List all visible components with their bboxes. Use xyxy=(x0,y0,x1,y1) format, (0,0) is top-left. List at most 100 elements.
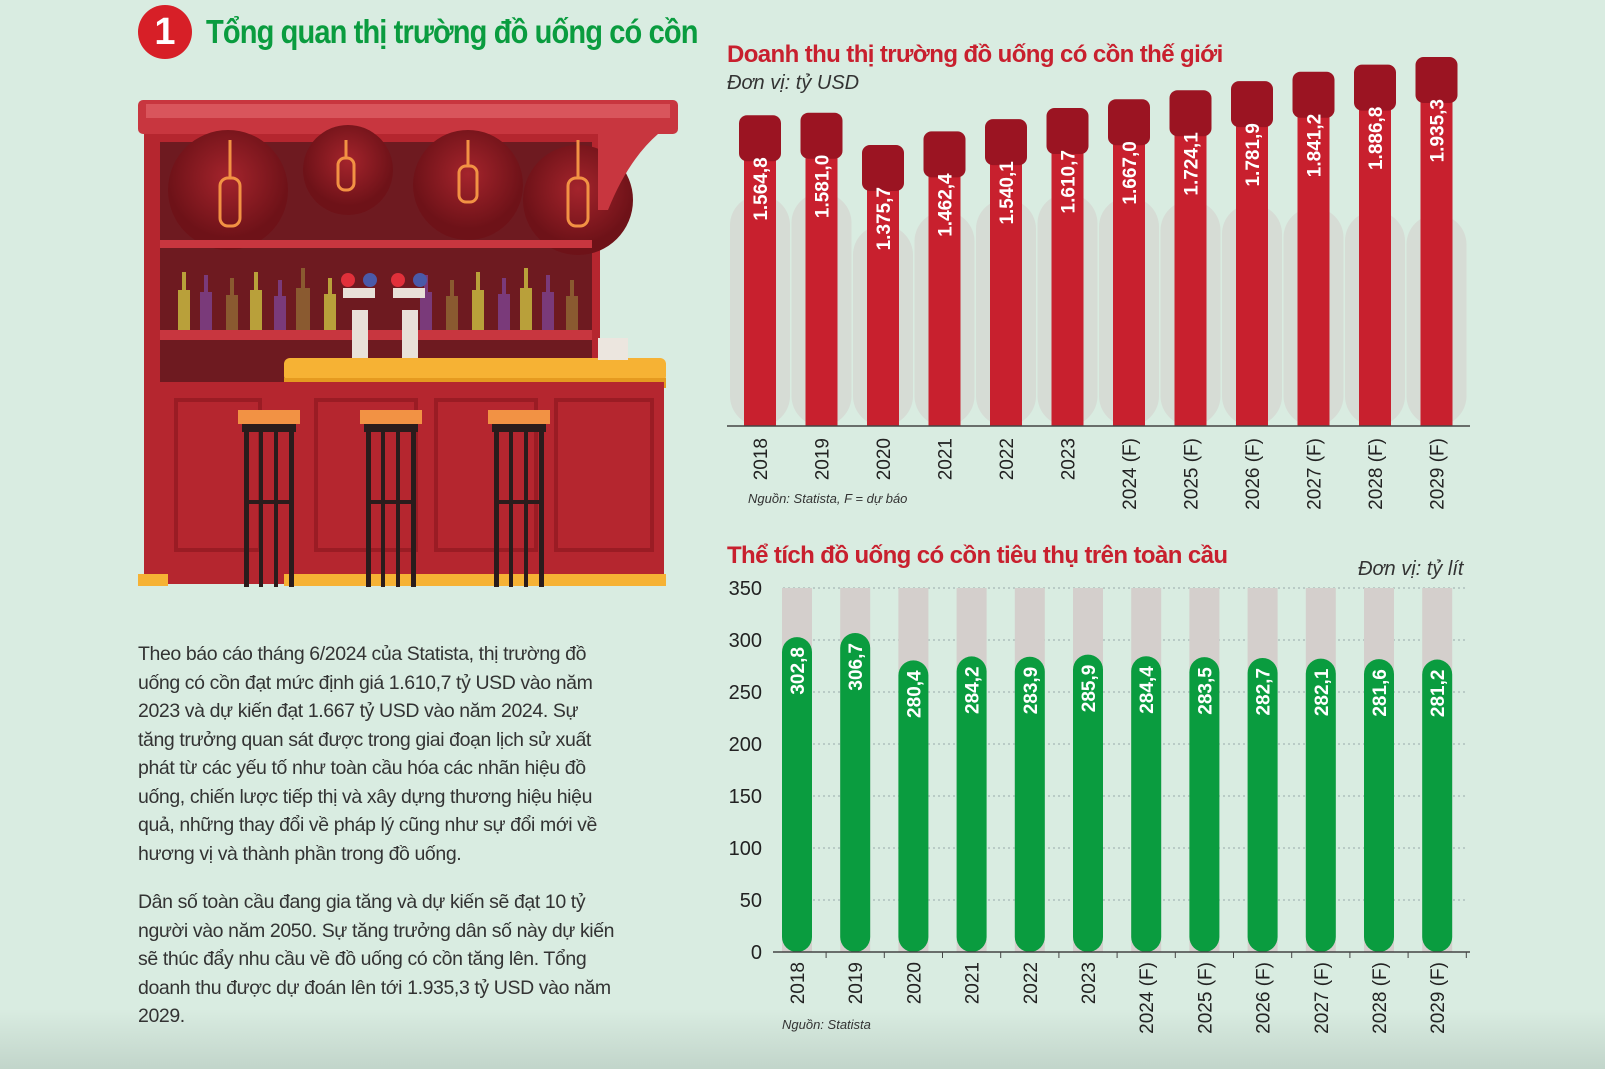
chart2-y-tick-label: 200 xyxy=(729,734,762,756)
chart2-value-label: 284,4 xyxy=(1137,666,1158,714)
chart1-category-label: 2028 (F) xyxy=(1366,438,1387,510)
chart2-bar xyxy=(898,660,929,952)
chart2-y-tick-label: 100 xyxy=(729,838,762,860)
chart2-bar-track xyxy=(1422,588,1453,952)
chart2-bar xyxy=(782,637,812,952)
chart1-bar-cap xyxy=(1415,57,1458,103)
chart2-bar xyxy=(956,656,987,952)
chart1-bar-shadow xyxy=(1160,200,1221,426)
chart1-value-label: 1.935,3 xyxy=(1428,99,1449,162)
chart2-y-tick-label: 0 xyxy=(751,942,762,964)
chart1-bar xyxy=(1359,94,1391,426)
chart2-value-label: 281,2 xyxy=(1428,670,1449,718)
chart1-bar xyxy=(990,149,1022,426)
chart2-bar xyxy=(1073,654,1103,952)
chart1-bar-shadow xyxy=(1345,211,1405,426)
chart1-category-label: 2029 (F) xyxy=(1428,438,1449,510)
bottom-shade xyxy=(0,1009,1605,1069)
chart1-category-label: 2022 xyxy=(997,438,1018,480)
chart2-y-tick-label: 300 xyxy=(729,630,762,652)
chart1-value-label: 1.564,8 xyxy=(751,157,772,220)
chart2-value-label: 302,8 xyxy=(788,647,809,695)
chart1-bar-cap xyxy=(1046,108,1089,155)
chart2-bar xyxy=(1247,657,1278,952)
chart1-value-label: 1.886,8 xyxy=(1366,107,1387,170)
chart1-bar-shadow xyxy=(1283,207,1344,426)
chart2-bar-track xyxy=(956,588,987,952)
chart1-bar xyxy=(928,161,961,427)
chart2-source: Nguồn: Statista xyxy=(782,1017,871,1032)
chart1-bar-shadow xyxy=(730,195,790,426)
chart2-value-label: 280,4 xyxy=(904,670,925,718)
section-heading: 1 Tổng quan thị trường đồ uống có cồn xyxy=(138,4,765,60)
lamp-icon xyxy=(218,140,590,228)
chart2-category-label: 2018 xyxy=(788,962,809,1004)
chart1-bar-shadow xyxy=(1099,197,1159,426)
chart2-title: Thể tích đồ uống có cồn tiêu thụ trên to… xyxy=(727,542,1228,569)
chart1-category-label: 2025 (F) xyxy=(1182,438,1203,510)
chart2-bar-track xyxy=(840,588,871,952)
chart1-category-label: 2020 xyxy=(874,438,895,480)
chart2-bar-track xyxy=(782,588,812,952)
chart1-bar-shadow xyxy=(791,192,852,426)
chart1-value-label: 1.462,4 xyxy=(936,173,957,237)
chart1-bar xyxy=(1297,101,1330,426)
chart2-y-tick-label: 150 xyxy=(729,786,762,808)
chart1-bar-cap xyxy=(1292,71,1335,118)
chart1-value-label: 1.581,0 xyxy=(813,155,834,218)
chart1-bar-cap xyxy=(1231,81,1273,128)
chart2-bar-track xyxy=(1189,588,1220,952)
chart1-category-label: 2019 xyxy=(813,438,834,480)
chart1-bar-shadow xyxy=(914,211,975,426)
chart1-value-label: 1.610,7 xyxy=(1059,150,1080,213)
chart1-bar xyxy=(1420,87,1453,426)
chart2-bar xyxy=(840,633,871,952)
chart1-bar xyxy=(867,175,899,426)
beer-tap-icon xyxy=(341,273,427,360)
chart1-value-label: 1.841,2 xyxy=(1305,114,1326,177)
bottles-icon xyxy=(178,268,578,330)
chart1-category-label: 2021 xyxy=(936,438,957,480)
chart2-value-label: 282,1 xyxy=(1312,668,1333,716)
chart1-bar xyxy=(1236,111,1268,426)
section-title: Tổng quan thị trường đồ uống có cồn xyxy=(206,13,698,50)
chart1-value-label: 1.667,0 xyxy=(1120,141,1141,204)
chart1-bar xyxy=(805,142,838,426)
chart1-bar-cap xyxy=(1169,90,1212,137)
chart2-bar xyxy=(1364,659,1394,952)
chart2-bar-track xyxy=(898,588,929,952)
chart2-value-label: 282,7 xyxy=(1254,668,1275,716)
chart1-bar-cap xyxy=(1354,64,1396,111)
chart2-bar xyxy=(1131,656,1162,952)
chart2-category-label: 2023 xyxy=(1079,962,1100,1004)
chart1-bar-cap xyxy=(923,131,966,178)
chart2-bar-track xyxy=(1073,588,1103,952)
chart2-value-label: 284,2 xyxy=(963,666,984,714)
chart2-bar xyxy=(1014,656,1045,952)
chart1-value-label: 1.781,9 xyxy=(1243,123,1264,186)
chart1-bar-shadow xyxy=(976,199,1036,426)
chart2-bar-track xyxy=(1364,588,1394,952)
chart1-category-label: 2024 (F) xyxy=(1120,438,1141,510)
chart1-title: Doanh thu thị trường đồ uống có cồn thế … xyxy=(727,41,1223,68)
chart2-unit: Đơn vị: tỷ lít xyxy=(1358,558,1464,580)
chart1-unit: Đơn vị: tỷ USD xyxy=(727,72,860,94)
chart2-value-label: 283,9 xyxy=(1021,667,1042,715)
section-number-badge: 1 xyxy=(138,5,192,59)
chart1-bar xyxy=(1113,129,1145,426)
chart1-value-label: 1.724,1 xyxy=(1182,132,1203,196)
chart2-bar-track xyxy=(1247,588,1278,952)
bar-stool-icon xyxy=(238,410,550,587)
bar-counter-illustration xyxy=(138,100,678,587)
chart1-bar-shadow xyxy=(1406,214,1467,426)
chart1-value-label: 1.375,7 xyxy=(874,187,895,250)
body-paragraph-2: Dân số toàn cầu đang gia tăng và dự kiến… xyxy=(138,891,615,1027)
chart1-source: Nguồn: Statista, F = dự báo xyxy=(748,491,908,506)
chart2-value-label: 281,6 xyxy=(1370,669,1391,717)
chart2-value-label: 283,5 xyxy=(1195,667,1216,715)
chart1-bar xyxy=(744,145,776,426)
chart1-bar-cap xyxy=(985,119,1027,166)
chart2-bar-track xyxy=(1305,588,1336,952)
chart1-bar xyxy=(1051,138,1084,426)
chart1-bar xyxy=(1174,120,1207,427)
